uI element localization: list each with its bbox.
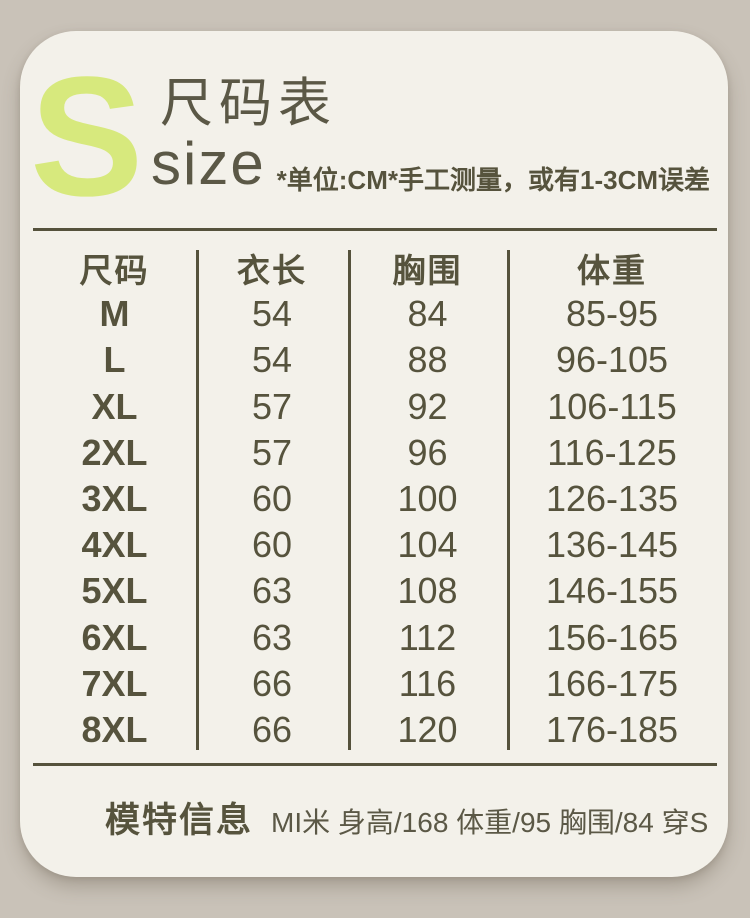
cell-value: 57: [251, 385, 293, 427]
cell-value: 66: [251, 708, 293, 750]
cell-value: 146-155: [545, 570, 679, 612]
size-label: 6XL: [81, 616, 148, 658]
size-label: XL: [91, 385, 138, 427]
cell-value: 92: [407, 385, 448, 427]
size-label: 8XL: [81, 708, 148, 750]
cell-value: 88: [407, 339, 448, 381]
size-label: 3XL: [81, 478, 148, 520]
cell-value: 96: [407, 431, 448, 473]
top-divider-line: [33, 228, 717, 231]
cell-value: 156-165: [545, 616, 679, 658]
column-header-weight: 体重: [577, 252, 647, 290]
column-header-length: 衣长: [237, 252, 307, 290]
size-label: 5XL: [81, 570, 148, 612]
size-badge-letter: S: [30, 42, 144, 232]
cell-value: 60: [251, 524, 293, 566]
size-label: 4XL: [81, 524, 148, 566]
cell-value: 116-125: [547, 431, 677, 473]
cell-value: 106-115: [547, 385, 677, 427]
measurement-note: *单位:CM*手工测量，或有1-3CM误差: [276, 165, 710, 195]
cell-value: 63: [251, 570, 293, 612]
cell-value: 63: [251, 616, 293, 658]
column-divider-3: [507, 250, 510, 750]
cell-value: 57: [251, 431, 293, 473]
cell-value: 84: [407, 293, 448, 335]
cell-value: 126-135: [545, 478, 679, 520]
bottom-divider-line: [33, 763, 717, 766]
size-table: 尺码 衣长 胸围 体重 M 54 84 85-95 L 54 88 96-105 XL 57 92 1…: [33, 245, 717, 753]
cell-value: 136-145: [545, 524, 679, 566]
cell-value: 112: [398, 616, 457, 658]
size-label: M: [99, 293, 130, 335]
cell-value: 104: [397, 524, 458, 566]
column-divider-1: [196, 250, 199, 750]
cell-value: 116: [398, 662, 457, 704]
cell-value: 100: [397, 478, 458, 520]
cell-value: 96-105: [555, 339, 669, 381]
cell-value: 54: [251, 339, 293, 381]
size-label: L: [103, 339, 126, 381]
page-subtitle: size: [151, 130, 266, 197]
cell-value: 120: [397, 708, 458, 750]
column-header-chest: 胸围: [392, 252, 463, 290]
cell-value: 54: [251, 293, 293, 335]
page-title: 尺码表: [160, 74, 337, 133]
model-info-label: 模特信息: [105, 801, 254, 840]
column-divider-2: [348, 250, 351, 750]
cell-value: 176-185: [545, 708, 679, 750]
size-label: 2XL: [81, 431, 148, 473]
size-chart-card: S 尺码表 size *单位:CM*手工测量，或有1-3CM误差 尺码 衣长 胸…: [20, 31, 728, 877]
model-info-details: MI米 身高/168 体重/95 胸围/84 穿S: [271, 807, 709, 838]
cell-value: 108: [397, 570, 458, 612]
model-info: 模特信息 MI米 身高/168 体重/95 胸围/84 穿S: [105, 793, 709, 849]
cell-value: 85-95: [565, 293, 659, 335]
column-header-size: 尺码: [79, 252, 150, 290]
cell-value: 60: [251, 478, 293, 520]
cell-value: 166-175: [545, 662, 679, 704]
cell-value: 66: [251, 662, 293, 704]
size-label: 7XL: [81, 662, 148, 704]
